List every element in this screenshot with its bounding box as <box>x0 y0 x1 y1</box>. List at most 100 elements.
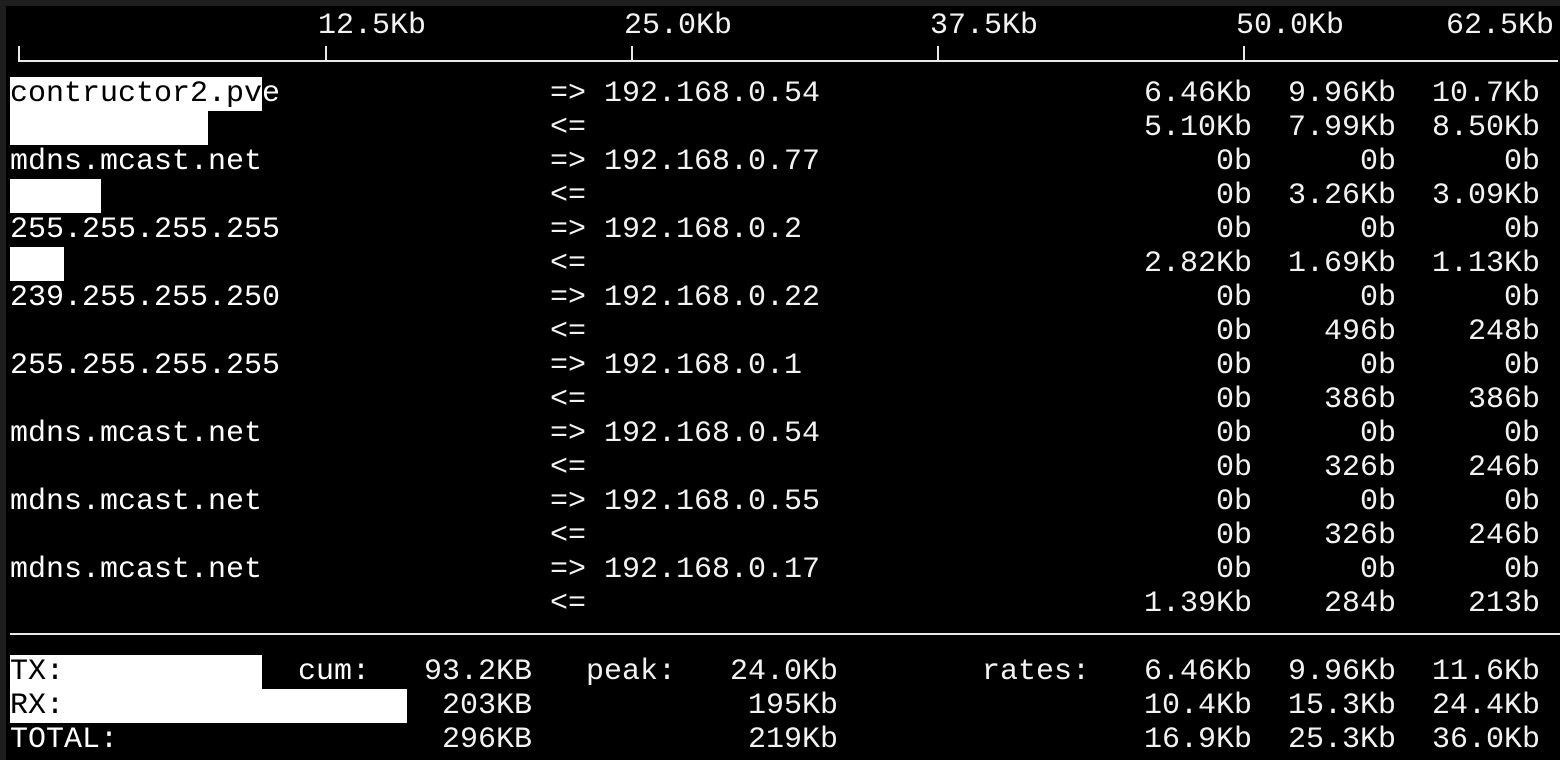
total-rate-10s: 25.3Kb <box>1287 723 1396 757</box>
scale-tick <box>631 46 633 62</box>
send-rate-10s: 9.96Kb <box>1287 77 1396 111</box>
connection-host: mdns.mcast.net <box>10 417 263 451</box>
connection-remote: 192.168.0.17 <box>604 553 821 587</box>
recv-arrow: <= <box>550 451 587 485</box>
cumulative-value: 203KB <box>441 689 532 723</box>
connection-remote: 192.168.0.2 <box>604 213 803 247</box>
recv-rate-2s: 0b <box>1215 519 1252 553</box>
recv-rate-10s: 3.26Kb <box>1287 179 1396 213</box>
recv-rate-10s: 1.69Kb <box>1287 247 1396 281</box>
send-rate-10s: 0b <box>1359 145 1396 179</box>
scale-tick-label: 12.5Kb <box>318 9 427 43</box>
scale-tick-label: 62.5Kb <box>1445 9 1554 43</box>
recv-rate-2s: 5.10Kb <box>1143 111 1252 145</box>
send-rate-40s: 0b <box>1503 349 1540 383</box>
connection-host: mdns.mcast.net <box>10 485 263 519</box>
peak-label: peak: <box>586 655 677 689</box>
connection-remote: 192.168.0.1 <box>604 349 803 383</box>
recv-rate-40s: 246b <box>1467 519 1540 553</box>
totals-label: RX: <box>10 689 65 723</box>
send-rate-10s: 0b <box>1359 553 1396 587</box>
send-rate-2s: 0b <box>1215 145 1252 179</box>
total-rate-2s: 16.9Kb <box>1143 723 1252 757</box>
send-rate-2s: 0b <box>1215 213 1252 247</box>
recv-rate-2s: 0b <box>1215 383 1252 417</box>
send-rate-10s: 0b <box>1359 485 1396 519</box>
recv-rate-10s: 386b <box>1323 383 1396 417</box>
recv-rate-40s: 386b <box>1467 383 1540 417</box>
send-rate-10s: 0b <box>1359 349 1396 383</box>
recv-rate-10s: 326b <box>1323 451 1396 485</box>
scale-tick <box>325 46 327 62</box>
recv-rate-40s: 1.13Kb <box>1431 247 1540 281</box>
total-rate-10s: 15.3Kb <box>1287 689 1396 723</box>
connection-host: 255.255.255.255 <box>10 213 281 247</box>
recv-arrow: <= <box>550 247 587 281</box>
send-arrow: => <box>550 213 587 247</box>
recv-rate-bar <box>10 247 64 281</box>
recv-rate-10s: 7.99Kb <box>1287 111 1396 145</box>
connection-host: mdns.mcast.net <box>10 553 263 587</box>
scale-tick-label: 25.0Kb <box>624 9 733 43</box>
recv-rate-2s: 0b <box>1215 451 1252 485</box>
recv-rate-40s: 246b <box>1467 451 1540 485</box>
recv-rate-2s: 0b <box>1215 179 1252 213</box>
connection-remote: 192.168.0.54 <box>604 77 821 111</box>
recv-arrow: <= <box>550 383 587 417</box>
peak-value: 195Kb <box>747 689 838 723</box>
recv-rate-bar <box>10 111 209 145</box>
totals-label: TOTAL: <box>10 723 119 757</box>
send-rate-2s: 0b <box>1215 417 1252 451</box>
send-arrow: => <box>550 281 587 315</box>
cum-label: cum: <box>298 655 371 689</box>
recv-rate-10s: 326b <box>1323 519 1396 553</box>
total-rate-40s: 24.4Kb <box>1431 689 1540 723</box>
rates-label: rates: <box>982 655 1091 689</box>
scale-tick-label: 50.0Kb <box>1236 9 1345 43</box>
connection-remote: 192.168.0.22 <box>604 281 821 315</box>
scale-axis-line <box>18 60 1558 62</box>
connection-host: contructor2.pve <box>10 77 281 111</box>
cumulative-value: 296KB <box>441 723 532 757</box>
connection-remote: 192.168.0.77 <box>604 145 821 179</box>
recv-rate-40s: 213b <box>1467 587 1540 621</box>
total-rate-2s: 6.46Kb <box>1143 655 1252 689</box>
recv-arrow: <= <box>550 111 587 145</box>
send-rate-40s: 0b <box>1503 485 1540 519</box>
send-rate-10s: 0b <box>1359 213 1396 247</box>
connection-host: mdns.mcast.net <box>10 145 263 179</box>
send-arrow: => <box>550 145 587 179</box>
send-arrow: => <box>550 349 587 383</box>
recv-rate-2s: 1.39Kb <box>1143 587 1252 621</box>
recv-arrow: <= <box>550 587 587 621</box>
send-rate-2s: 0b <box>1215 553 1252 587</box>
connection-remote: 192.168.0.55 <box>604 485 821 519</box>
recv-rate-bar <box>10 179 101 213</box>
scale-tick-label: 37.5Kb <box>930 9 1039 43</box>
total-rate-40s: 11.6Kb <box>1431 655 1540 689</box>
send-rate-2s: 0b <box>1215 349 1252 383</box>
send-rate-2s: 0b <box>1215 485 1252 519</box>
scale-tick <box>937 46 939 62</box>
send-rate-40s: 10.7Kb <box>1431 77 1540 111</box>
connection-host: 255.255.255.255 <box>10 349 281 383</box>
recv-rate-10s: 284b <box>1323 587 1396 621</box>
total-rate-40s: 36.0Kb <box>1431 723 1540 757</box>
peak-value: 219Kb <box>747 723 838 757</box>
total-rate-bar <box>10 655 263 689</box>
recv-rate-40s: 3.09Kb <box>1431 179 1540 213</box>
recv-rate-40s: 8.50Kb <box>1431 111 1540 145</box>
send-arrow: => <box>550 553 587 587</box>
recv-arrow: <= <box>550 315 587 349</box>
send-rate-bar <box>10 77 263 111</box>
send-rate-40s: 0b <box>1503 553 1540 587</box>
recv-rate-2s: 2.82Kb <box>1143 247 1252 281</box>
send-arrow: => <box>550 417 587 451</box>
peak-value: 24.0Kb <box>729 655 838 689</box>
total-rate-bar <box>10 689 407 723</box>
totals-separator <box>10 633 1560 635</box>
send-rate-40s: 0b <box>1503 417 1540 451</box>
total-rate-2s: 10.4Kb <box>1143 689 1252 723</box>
send-arrow: => <box>550 485 587 519</box>
connection-remote: 192.168.0.54 <box>604 417 821 451</box>
